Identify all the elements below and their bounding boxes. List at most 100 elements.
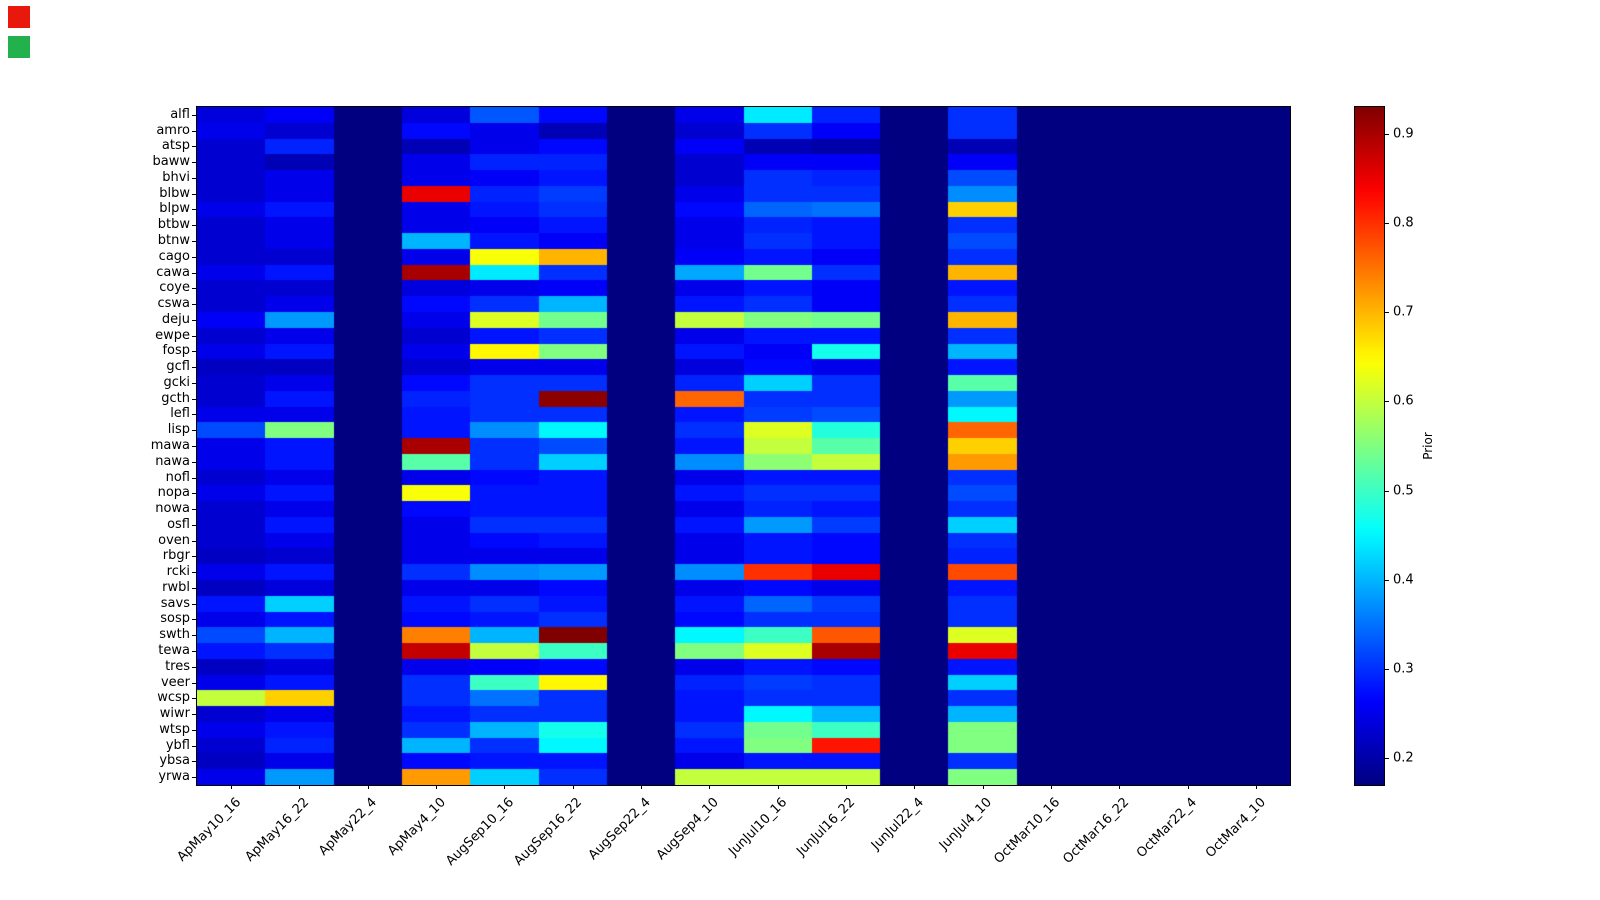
- y-tick-label: cago: [158, 248, 190, 264]
- x-tick-mark: [504, 785, 505, 789]
- y-tick-label: alfl: [170, 106, 190, 122]
- y-tick-mark: [192, 714, 196, 715]
- colorbar-label: Prior: [1421, 432, 1435, 460]
- y-tick-mark: [192, 572, 196, 573]
- x-tick-mark: [299, 785, 300, 789]
- x-tick-label: ApMay16_22: [242, 795, 313, 865]
- y-tick-mark: [192, 336, 196, 337]
- x-tick-mark: [983, 785, 984, 789]
- y-tick-label: wiwr: [159, 706, 190, 722]
- x-tick-label: OctMar16_22: [1059, 795, 1132, 867]
- y-tick-label: btnw: [157, 233, 190, 249]
- x-tick-mark: [709, 785, 710, 789]
- x-tick-label: OctMar10_16: [991, 795, 1064, 867]
- y-tick-label: sosp: [160, 611, 190, 627]
- y-tick-label: deju: [161, 311, 190, 327]
- y-tick-label: fosp: [162, 343, 190, 359]
- y-tick-mark: [192, 730, 196, 731]
- x-tick-mark: [1119, 785, 1120, 789]
- colorbar-tick-mark: [1385, 758, 1389, 759]
- green-marker-square: [8, 36, 30, 58]
- x-tick-mark: [573, 785, 574, 789]
- y-tick-label: osfl: [167, 516, 190, 532]
- y-tick-label: savs: [160, 595, 190, 611]
- y-tick-label: rcki: [166, 564, 190, 580]
- x-tick-mark: [1188, 785, 1189, 789]
- y-tick-mark: [192, 367, 196, 368]
- x-tick-mark: [778, 785, 779, 789]
- y-tick-mark: [192, 462, 196, 463]
- x-tick-mark: [368, 785, 369, 789]
- y-tick-label: nawa: [155, 453, 190, 469]
- colorbar-tick-label: 0.4: [1393, 572, 1414, 588]
- y-tick-label: veer: [160, 674, 190, 690]
- y-tick-mark: [192, 414, 196, 415]
- y-tick-mark: [192, 288, 196, 289]
- y-tick-mark: [192, 588, 196, 589]
- x-tick-label: JunJul16_22: [794, 795, 859, 860]
- colorbar-tick-mark: [1385, 669, 1389, 670]
- x-tick-label: JunJul10_16: [726, 795, 791, 860]
- x-tick-label: AugSep16_22: [511, 795, 586, 869]
- colorbar-tick-mark: [1385, 401, 1389, 402]
- y-tick-mark: [192, 604, 196, 605]
- y-tick-mark: [192, 509, 196, 510]
- y-tick-mark: [192, 430, 196, 431]
- y-tick-mark: [192, 162, 196, 163]
- y-tick-mark: [192, 399, 196, 400]
- y-tick-mark: [192, 556, 196, 557]
- colorbar-tick-mark: [1385, 312, 1389, 313]
- x-tick-label: ApMay4_10: [384, 795, 449, 859]
- y-tick-mark: [192, 225, 196, 226]
- y-tick-mark: [192, 651, 196, 652]
- x-tick-mark: [846, 785, 847, 789]
- x-tick-mark: [231, 785, 232, 789]
- colorbar-tick-mark: [1385, 134, 1389, 135]
- y-tick-label: tres: [165, 658, 190, 674]
- colorbar-tick-label: 0.7: [1393, 304, 1414, 320]
- x-tick-label: JunJul4_10: [936, 795, 996, 854]
- y-tick-label: blbw: [159, 185, 190, 201]
- y-tick-label: bhvi: [162, 169, 190, 185]
- y-tick-label: cswa: [157, 296, 190, 312]
- y-tick-label: ybfl: [165, 737, 190, 753]
- y-tick-mark: [192, 761, 196, 762]
- colorbar-tick-mark: [1385, 223, 1389, 224]
- y-tick-mark: [192, 146, 196, 147]
- y-tick-label: nopa: [157, 485, 190, 501]
- y-tick-label: oven: [158, 532, 190, 548]
- y-tick-label: blpw: [159, 201, 190, 217]
- y-tick-mark: [192, 178, 196, 179]
- colorbar-tick-mark: [1385, 491, 1389, 492]
- y-tick-mark: [192, 525, 196, 526]
- y-tick-label: ybsa: [159, 753, 190, 769]
- x-tick-mark: [1256, 785, 1257, 789]
- x-tick-mark: [641, 785, 642, 789]
- x-tick-label: JunJul22_4: [868, 795, 927, 854]
- y-tick-label: nofl: [165, 469, 190, 485]
- y-tick-label: coye: [159, 280, 190, 296]
- y-tick-mark: [192, 667, 196, 668]
- y-tick-mark: [192, 777, 196, 778]
- y-tick-mark: [192, 209, 196, 210]
- y-tick-label: wcsp: [157, 690, 190, 706]
- x-tick-mark: [914, 785, 915, 789]
- y-tick-mark: [192, 304, 196, 305]
- y-tick-mark: [192, 131, 196, 132]
- y-tick-label: cawa: [156, 264, 190, 280]
- y-tick-label: lisp: [167, 422, 190, 438]
- y-tick-label: rwbl: [162, 579, 190, 595]
- y-tick-mark: [192, 257, 196, 258]
- y-tick-mark: [192, 446, 196, 447]
- y-tick-label: nowa: [155, 501, 190, 517]
- y-tick-mark: [192, 241, 196, 242]
- y-tick-mark: [192, 273, 196, 274]
- y-tick-mark: [192, 683, 196, 684]
- y-tick-label: btbw: [157, 217, 190, 233]
- x-tick-label: ApMay10_16: [174, 795, 244, 865]
- x-tick-label: OctMar22_4: [1134, 795, 1201, 861]
- y-tick-label: ewpe: [155, 327, 190, 343]
- y-tick-label: atsp: [161, 138, 190, 154]
- y-tick-label: yrwa: [158, 769, 190, 785]
